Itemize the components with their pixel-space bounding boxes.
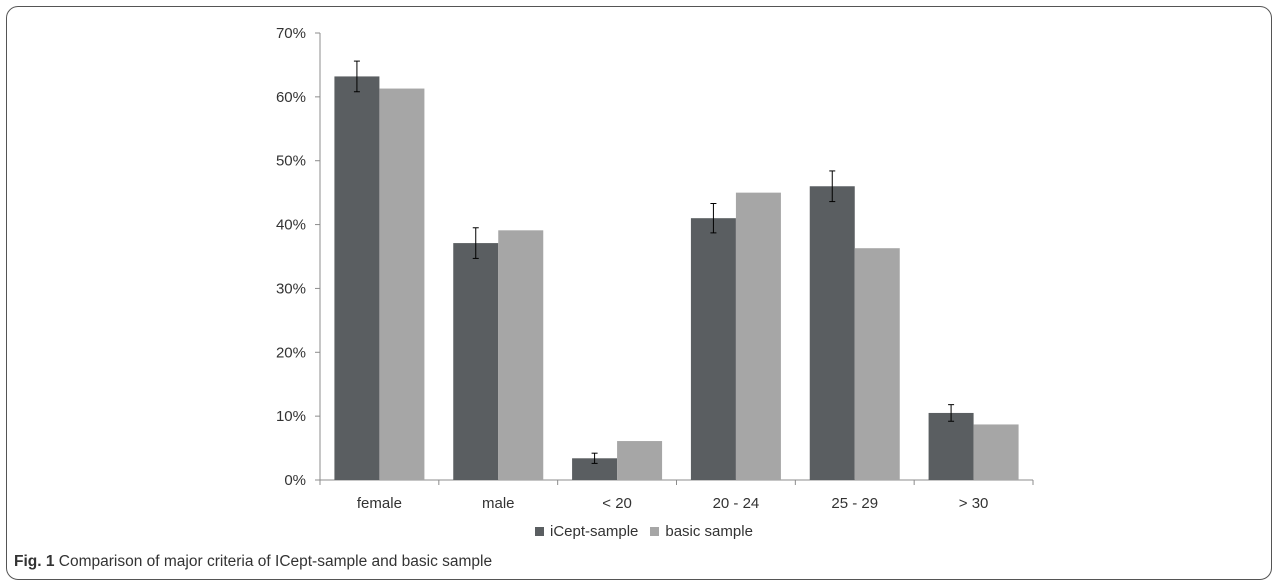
caption-label: Fig. 1 (14, 553, 55, 570)
y-tick-label: 60% (276, 89, 306, 106)
y-tick-label: 20% (276, 344, 306, 361)
legend-label-basic: basic sample (665, 523, 753, 540)
x-tick-label: female (357, 495, 402, 512)
bar-icept (453, 243, 499, 480)
bar-basic (379, 88, 425, 480)
legend-item-basic: basic sample (650, 523, 753, 540)
y-tick-label: 0% (284, 472, 306, 489)
y-tick-label: 50% (276, 153, 306, 170)
chart-legend: iCept-sample basic sample (535, 523, 765, 540)
y-tick-label: 10% (276, 408, 306, 425)
bar-basic (735, 192, 781, 480)
y-tick-label: 40% (276, 217, 306, 234)
bar-icept (690, 218, 736, 480)
y-tick-label: 70% (276, 25, 306, 42)
x-tick-label: male (482, 495, 515, 512)
bar-basic (498, 230, 544, 480)
bar-basic (854, 248, 900, 480)
x-tick-label: 20 - 24 (713, 495, 760, 512)
legend-item-icept: iCept-sample (535, 523, 638, 540)
bar-basic (617, 441, 663, 480)
bar-icept (809, 186, 855, 480)
bar-basic (973, 424, 1019, 480)
figure-frame (6, 6, 1272, 580)
legend-label-icept: iCept-sample (550, 523, 639, 540)
bar-icept (334, 76, 380, 481)
bar-chart: 0% 10% 20% 30% 40% 50% 60% 70% female male < 20 20 … (276, 25, 1034, 512)
y-tick-label: 30% (276, 280, 306, 297)
x-tick-label: > 30 (959, 495, 989, 512)
bar-icept (572, 458, 618, 480)
caption-text: Comparison of major criteria of ICept-sa… (58, 553, 493, 570)
bar-icept (928, 412, 974, 480)
legend-swatch-basic (650, 527, 660, 536)
legend-swatch-icept (535, 527, 544, 536)
x-tick-label: 25 - 29 (831, 495, 878, 512)
x-tick-label: < 20 (602, 495, 632, 512)
figure-caption: Fig. 1 Comparison of major criteria of I… (14, 553, 492, 571)
